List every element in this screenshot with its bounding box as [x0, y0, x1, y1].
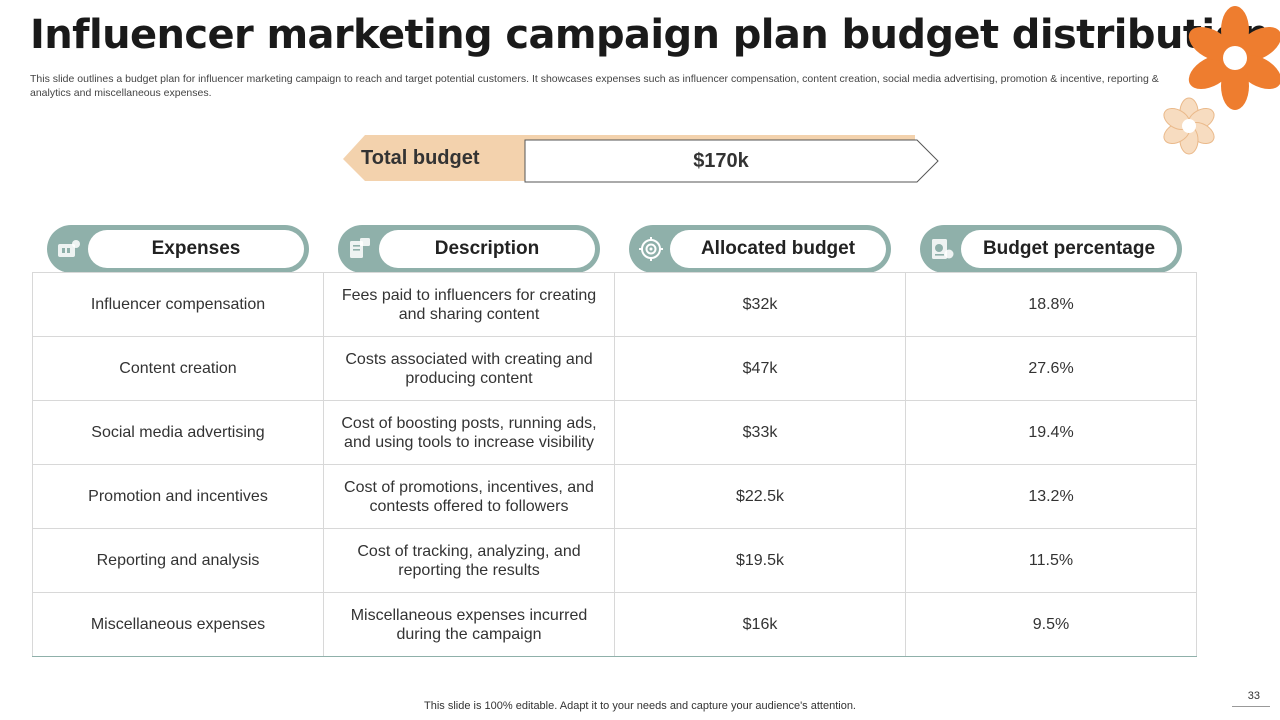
budget-percentage-cell: 11.5%	[905, 528, 1197, 593]
header-allocated-budget-label: Allocated budget	[670, 230, 886, 268]
expense-cell: Social media advertising	[32, 400, 324, 465]
description-cell: Fees paid to influencers for creating an…	[323, 272, 615, 337]
money-icon	[58, 240, 80, 257]
total-budget-value: $170k	[693, 150, 749, 172]
header-budget-percentage: Budget percentage	[920, 225, 1182, 273]
expense-cell: Promotion and incentives	[32, 464, 324, 529]
total-budget-label: Total budget	[361, 147, 480, 169]
expense-cell: Reporting and analysis	[32, 528, 324, 593]
report-icon	[932, 239, 954, 259]
description-cell: Cost of promotions, incentives, and cont…	[323, 464, 615, 529]
description-cell: Cost of boosting posts, running ads, and…	[323, 400, 615, 465]
budget-percentage-cell: 18.8%	[905, 272, 1197, 337]
page-number-divider	[1232, 706, 1270, 707]
budget-percentage-cell: 13.2%	[905, 464, 1197, 529]
expense-cell: Miscellaneous expenses	[32, 592, 324, 657]
expense-cell: Content creation	[32, 336, 324, 401]
description-cell: Miscellaneous expenses incurred during t…	[323, 592, 615, 657]
budget-table: Influencer compensation Fees paid to inf…	[32, 272, 1197, 657]
flower-decoration-icon	[1163, 6, 1280, 155]
allocated-budget-cell: $32k	[614, 272, 906, 337]
expense-cell: Influencer compensation	[32, 272, 324, 337]
page-number: 33	[1247, 690, 1260, 702]
header-description: Description	[338, 225, 600, 273]
header-expenses: Expenses	[47, 225, 309, 273]
allocated-budget-cell: $16k	[614, 592, 906, 657]
target-icon	[639, 237, 663, 261]
total-budget-banner: Total budget $170k	[343, 135, 943, 185]
allocated-budget-cell: $19.5k	[614, 528, 906, 593]
table-row: Promotion and incentives Cost of promoti…	[32, 464, 1197, 529]
table-row: Reporting and analysis Cost of tracking,…	[32, 528, 1197, 593]
document-icon	[350, 238, 370, 258]
table-row: Miscellaneous expenses Miscellaneous exp…	[32, 592, 1197, 657]
slide-subtitle: This slide outlines a budget plan for in…	[30, 73, 1159, 99]
table-row: Influencer compensation Fees paid to inf…	[32, 272, 1197, 337]
header-allocated-budget: Allocated budget	[629, 225, 891, 273]
allocated-budget-cell: $22.5k	[614, 464, 906, 529]
budget-percentage-cell: 9.5%	[905, 592, 1197, 657]
allocated-budget-cell: $47k	[614, 336, 906, 401]
header-description-label: Description	[379, 230, 595, 268]
table-row: Social media advertising Cost of boostin…	[32, 400, 1197, 465]
total-budget-arrow-shape	[343, 135, 939, 183]
footer-note: This slide is 100% editable. Adapt it to…	[424, 700, 856, 712]
header-budget-percentage-label: Budget percentage	[961, 230, 1177, 268]
budget-percentage-cell: 19.4%	[905, 400, 1197, 465]
allocated-budget-cell: $33k	[614, 400, 906, 465]
table-row: Content creation Costs associated with c…	[32, 336, 1197, 401]
description-cell: Costs associated with creating and produ…	[323, 336, 615, 401]
header-expenses-label: Expenses	[88, 230, 304, 268]
slide-title: Influencer marketing campaign plan budge…	[30, 12, 1270, 58]
budget-percentage-cell: 27.6%	[905, 336, 1197, 401]
description-cell: Cost of tracking, analyzing, and reporti…	[323, 528, 615, 593]
